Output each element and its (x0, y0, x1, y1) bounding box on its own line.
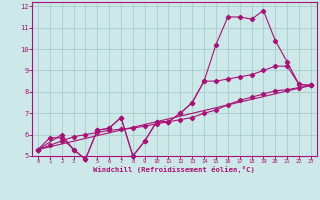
X-axis label: Windchill (Refroidissement éolien,°C): Windchill (Refroidissement éolien,°C) (93, 166, 255, 173)
